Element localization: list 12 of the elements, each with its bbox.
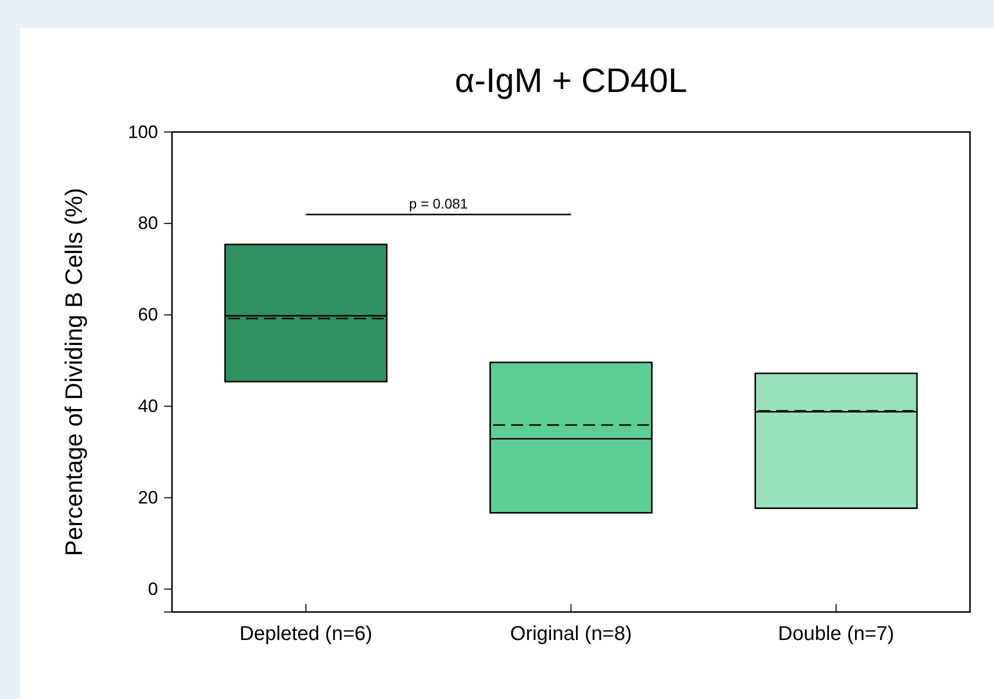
x-tick-label: Double (n=7) [778, 623, 894, 646]
y-tick-label: 0 [148, 578, 158, 599]
annotation: p = 0.081 [409, 195, 468, 212]
x-tick-label: Original (n=8) [510, 623, 632, 646]
y-tick-label: 60 [138, 304, 158, 325]
y-tick-label: 40 [138, 396, 158, 416]
y-tick-label: 80 [138, 213, 158, 234]
y-axis-title: Percentage of Dividing B Cells (%) [61, 188, 88, 556]
y-tick-label: 20 [138, 487, 158, 508]
x-tick-label: Depleted (n=6) [239, 623, 372, 646]
chart-title: α-IgM + CD40L [454, 62, 688, 100]
y-tick-label: 100 [128, 122, 158, 142]
